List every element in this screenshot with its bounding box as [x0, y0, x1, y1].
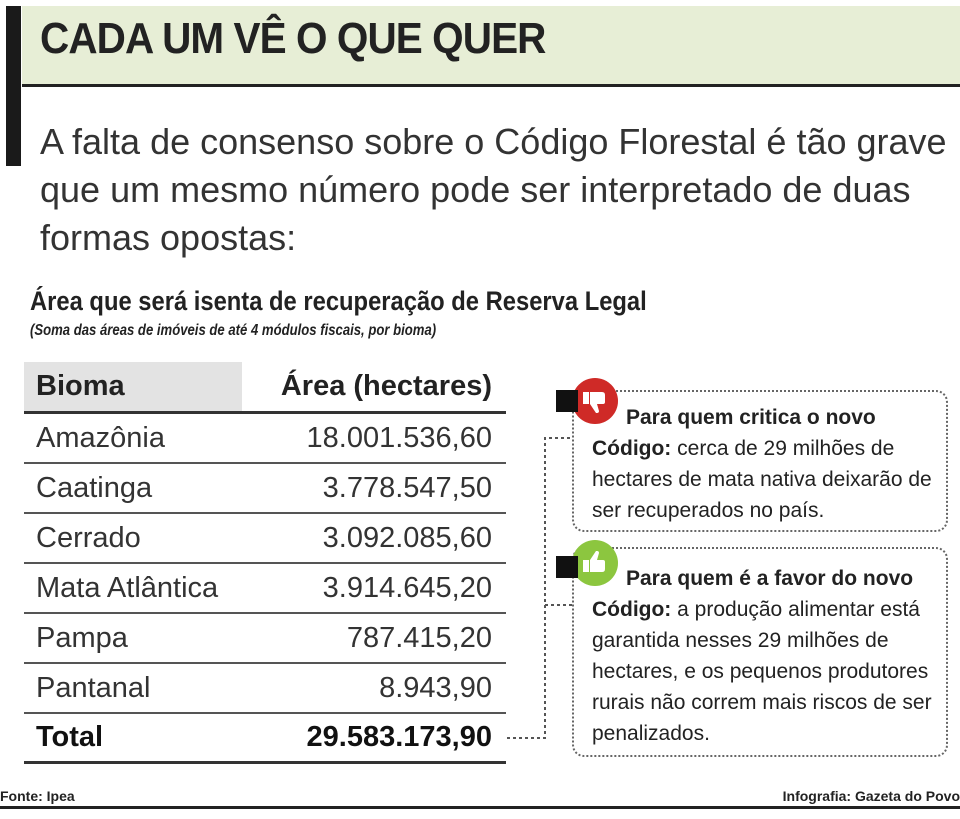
- area-cell: 3.092.085,60: [322, 521, 492, 554]
- table-row: Pampa 787.415,20: [24, 614, 506, 664]
- thumbs-up-icon: [572, 540, 618, 586]
- bioma-cell: Caatinga: [36, 471, 153, 504]
- area-cell: 787.415,20: [346, 621, 492, 654]
- cuff-icon: [556, 390, 578, 412]
- callout-critic-body: Código: cerca de 29 milhões de hectares …: [592, 437, 932, 522]
- callout-critic-title: Para quem critica o novo: [626, 406, 876, 429]
- area-cell: 18.001.536,60: [306, 421, 492, 454]
- title-divider: [22, 84, 960, 87]
- total-label: Total: [36, 721, 104, 753]
- table-subtitle: (Soma das áreas de imóveis de até 4 módu…: [30, 322, 437, 339]
- table-row: Pantanal 8.943,90: [24, 664, 506, 714]
- callout-critic: Para quem critica o novo Código: cerca d…: [572, 390, 948, 532]
- column-header-bioma: Bioma: [24, 362, 242, 411]
- table-total-row: Total 29.583.173,90: [24, 714, 506, 764]
- accent-bar: [6, 6, 21, 166]
- callout-favor: Para quem é a favor do novo Código: a pr…: [572, 547, 948, 757]
- table-row: Amazônia 18.001.536,60: [24, 414, 506, 464]
- source-credit: Fonte: Ipea: [0, 788, 75, 804]
- callout-favor-title: Para quem é a favor do novo: [626, 567, 914, 590]
- callout-critic-text: Para quem critica o novo Código: cerca d…: [592, 402, 936, 526]
- callout-favor-description: a produção alimentar está garantida ness…: [592, 598, 932, 745]
- footer-divider: [0, 806, 960, 809]
- table-row: Mata Atlântica 3.914.645,20: [24, 564, 506, 614]
- callout-favor-text: Para quem é a favor do novo Código: a pr…: [592, 563, 936, 749]
- page-title: CADA UM VÊ O QUE QUER: [40, 14, 546, 63]
- bioma-cell: Cerrado: [36, 521, 141, 554]
- connector-line: [507, 437, 573, 739]
- title-band: [22, 6, 960, 84]
- bioma-cell: Pampa: [36, 621, 128, 654]
- total-value: 29.583.173,90: [306, 721, 492, 753]
- area-cell: 8.943,90: [379, 671, 492, 704]
- area-cell: 3.778.547,50: [322, 471, 492, 504]
- bioma-cell: Amazônia: [36, 421, 165, 454]
- cuff-icon: [556, 556, 578, 578]
- table-header-row: Bioma Área (hectares): [24, 362, 506, 414]
- callout-critic-description: cerca de 29 milhões de hectares de mata …: [592, 437, 932, 522]
- bioma-cell: Mata Atlântica: [36, 571, 219, 604]
- area-cell: 3.914.645,20: [322, 571, 492, 604]
- bioma-cell: Pantanal: [36, 671, 151, 704]
- callout-critic-lead: Código:: [592, 437, 672, 460]
- callout-favor-lead: Código:: [592, 598, 672, 621]
- data-table: Bioma Área (hectares) Amazônia 18.001.53…: [24, 362, 506, 764]
- intro-text: A falta de consenso sobre o Código Flore…: [40, 121, 947, 258]
- table-row: Caatinga 3.778.547,50: [24, 464, 506, 514]
- table-row: Cerrado 3.092.085,60: [24, 514, 506, 564]
- callout-favor-body: Código: a produção alimentar está garant…: [592, 598, 932, 745]
- column-header-area: Área (hectares): [280, 370, 492, 402]
- thumbs-down-icon: [572, 378, 618, 424]
- infographic-credit: Infografia: Gazeta do Povo: [782, 788, 960, 804]
- table-title: Área que será isenta de recuperação de R…: [30, 286, 647, 316]
